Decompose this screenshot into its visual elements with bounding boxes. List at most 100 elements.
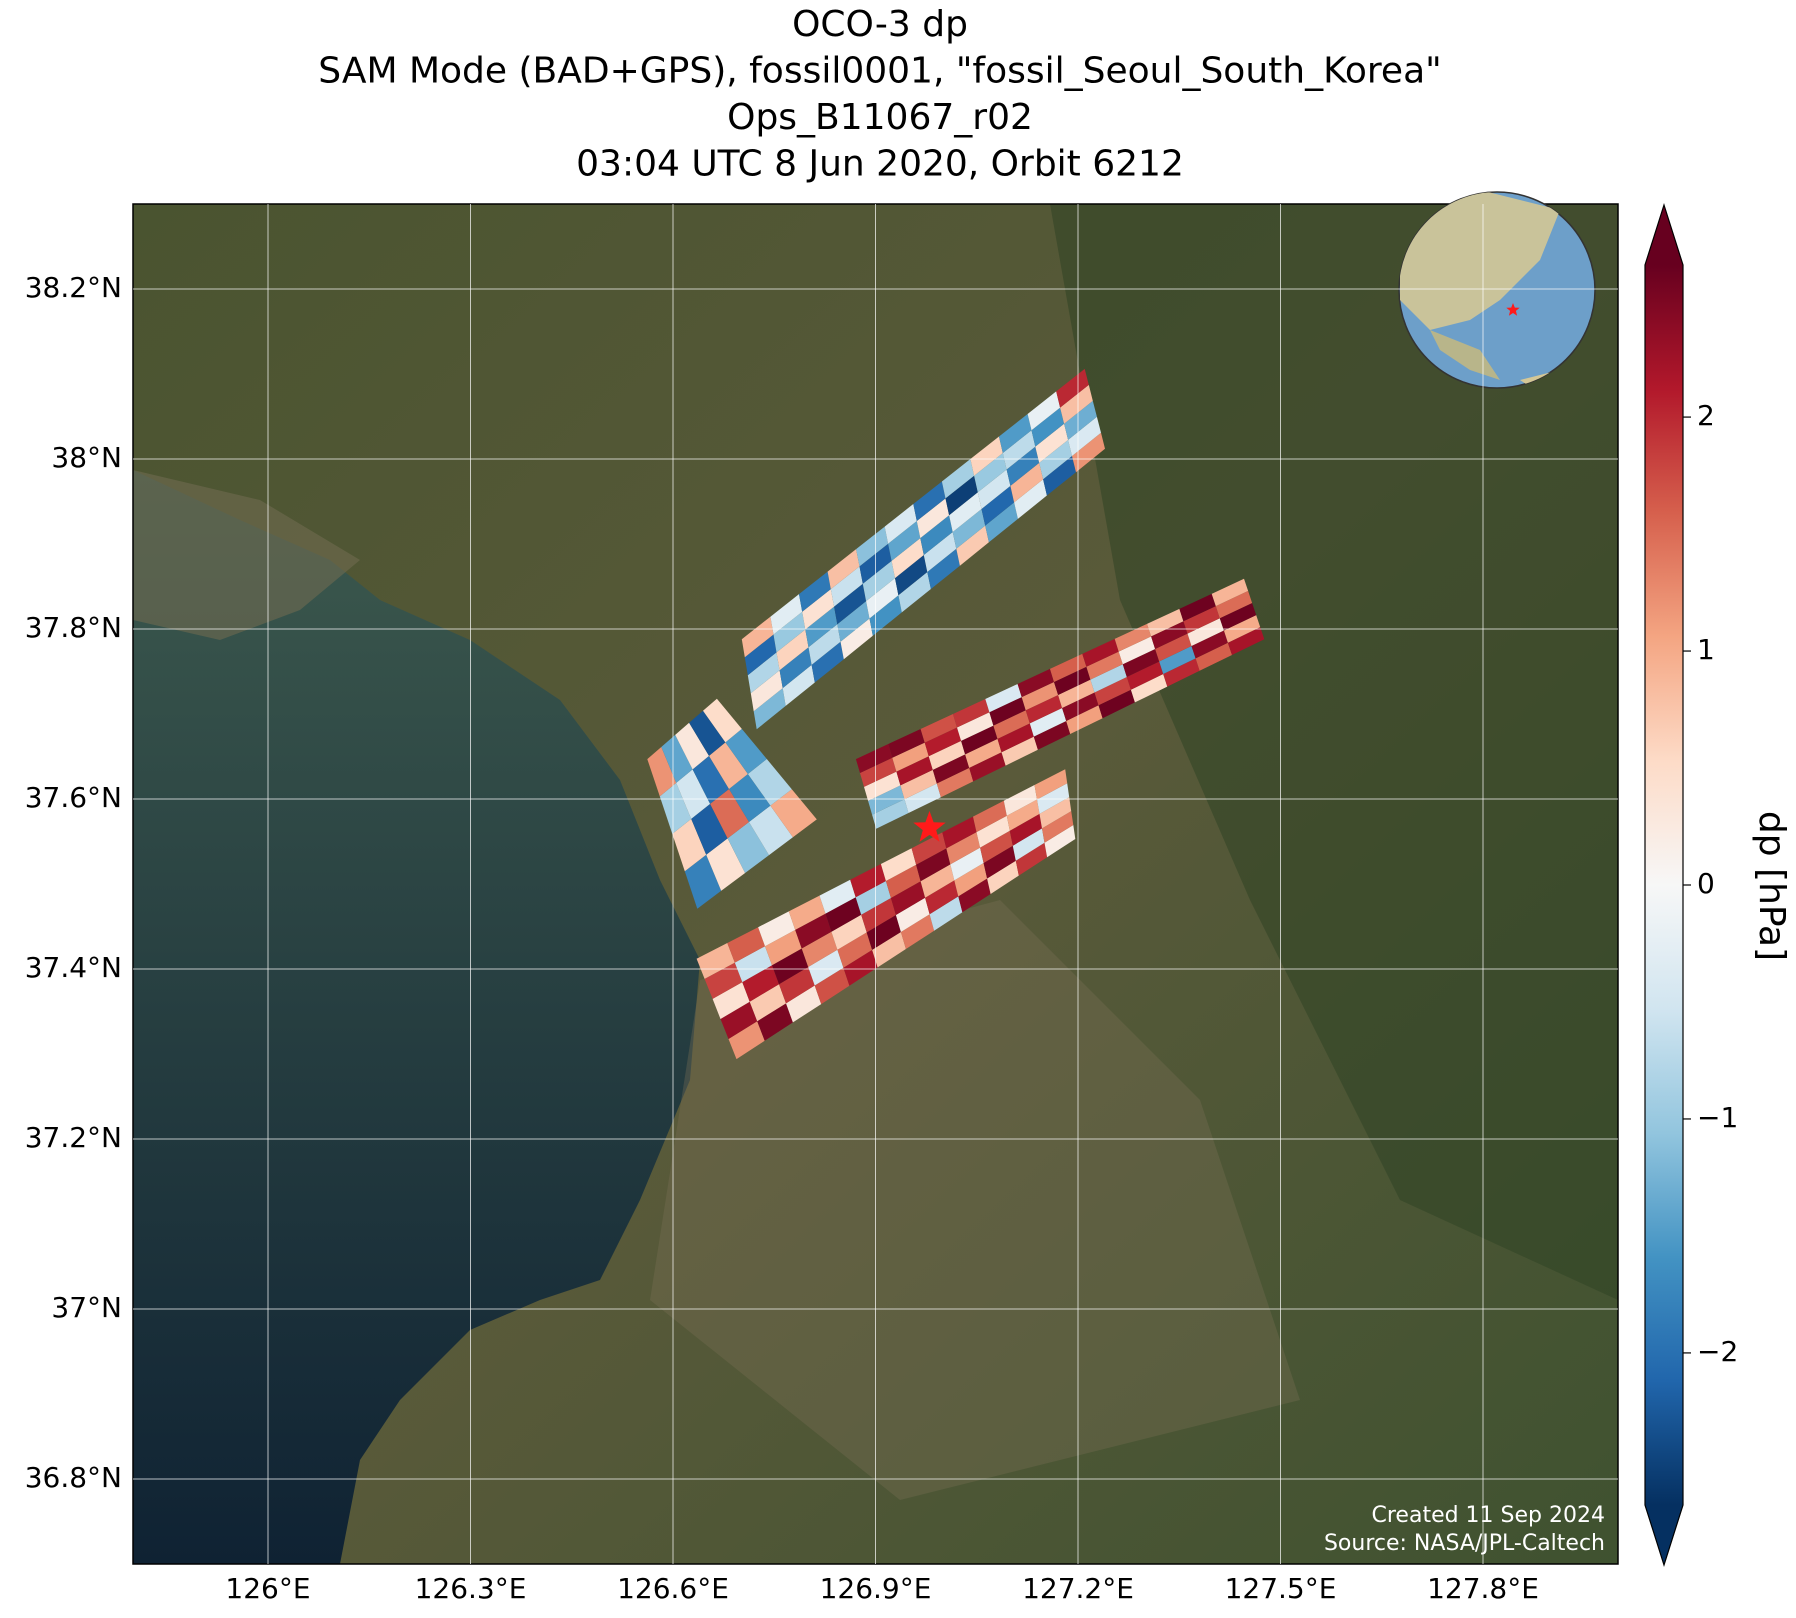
sounding [1044, 825, 1076, 858]
sounding [801, 931, 838, 967]
sounding [974, 453, 1007, 493]
y-tick-label: 37.2°N [25, 1121, 122, 1154]
sounding [1027, 391, 1061, 431]
sounding [672, 818, 707, 872]
sounding [1130, 674, 1168, 703]
sounding [747, 759, 792, 806]
sounding [957, 712, 994, 741]
sounding [920, 714, 957, 743]
colorbar-tick-label: −2 [1697, 1335, 1738, 1368]
sounding [1035, 423, 1069, 463]
sounding [895, 897, 930, 932]
sounding [1219, 603, 1257, 631]
sounding [1031, 407, 1065, 447]
sounding [916, 848, 951, 882]
sounding [1001, 736, 1038, 766]
sounding [749, 984, 786, 1022]
sounding [860, 757, 897, 787]
sounding [1211, 578, 1249, 607]
sounding [819, 879, 856, 914]
sounding [1179, 593, 1216, 622]
sounding [749, 805, 793, 856]
title-line: 03:04 UTC 8 Jun 2020, Orbit 6212 [576, 144, 1184, 185]
sounding [1006, 799, 1040, 831]
sounding [916, 498, 950, 539]
sounding [904, 783, 941, 813]
sounding [1015, 842, 1048, 876]
sounding [830, 566, 863, 607]
sounding [1114, 623, 1152, 652]
sounding [970, 436, 1003, 476]
sounding [1003, 785, 1037, 816]
sounding [843, 949, 878, 986]
sounding [1122, 649, 1160, 677]
sounding [779, 967, 815, 1004]
sounding [885, 864, 921, 898]
grid-layer [133, 204, 1618, 1564]
y-tick-label: 37.4°N [25, 951, 122, 984]
sounding [1064, 400, 1097, 440]
sounding [997, 723, 1034, 753]
sounding [776, 629, 809, 671]
swath-layer [647, 368, 1265, 1060]
sounding [946, 832, 981, 865]
sounding [1021, 682, 1059, 711]
sounding [850, 864, 886, 898]
sounding [827, 549, 860, 590]
sounding [949, 492, 982, 532]
sounding [742, 965, 779, 1002]
sounding [1012, 828, 1045, 861]
sounding [805, 606, 838, 648]
sounding [750, 670, 783, 712]
sounding [868, 785, 905, 815]
sounding [814, 967, 850, 1005]
sounding [942, 816, 977, 849]
sounding [773, 611, 806, 653]
sounding [923, 532, 957, 572]
sounding [811, 641, 844, 683]
sounding [802, 589, 835, 630]
sounding [973, 800, 1007, 833]
sounding [1029, 708, 1067, 737]
globe-site-marker [1506, 303, 1520, 316]
sounding [703, 698, 742, 743]
sounding [896, 756, 933, 786]
sounding [808, 949, 844, 986]
sounding [825, 897, 862, 932]
sounding [1009, 813, 1042, 846]
sounding [808, 624, 841, 665]
sounding [977, 469, 1011, 509]
sounding [866, 578, 899, 619]
sounding [892, 742, 929, 772]
sounding [692, 755, 729, 804]
sounding [1191, 630, 1228, 659]
sounding [911, 832, 947, 865]
sounding [1050, 653, 1087, 682]
sounding [753, 688, 786, 730]
sounding [891, 538, 924, 579]
title-line: Ops_B11067_r02 [727, 97, 1033, 138]
sounding [999, 414, 1032, 453]
sounding [1147, 608, 1184, 637]
sounding [696, 943, 735, 979]
sounding [709, 742, 748, 789]
sounding [925, 880, 959, 915]
sounding [1010, 462, 1044, 503]
y-tick-label: 38.2°N [25, 271, 122, 304]
sounding [900, 914, 935, 949]
sounding [1014, 479, 1047, 519]
sounding [1042, 811, 1074, 843]
colorbar-outline [1644, 203, 1684, 1567]
sounding [980, 830, 1013, 863]
sounding [888, 729, 925, 758]
site-marker [913, 810, 946, 842]
sounding [782, 664, 815, 706]
sounding [862, 560, 895, 602]
sounding [888, 521, 921, 561]
sounding [1215, 590, 1253, 619]
sounding [1155, 633, 1192, 662]
sounding [837, 601, 870, 642]
sounding [1163, 658, 1200, 687]
sounding [985, 684, 1022, 713]
